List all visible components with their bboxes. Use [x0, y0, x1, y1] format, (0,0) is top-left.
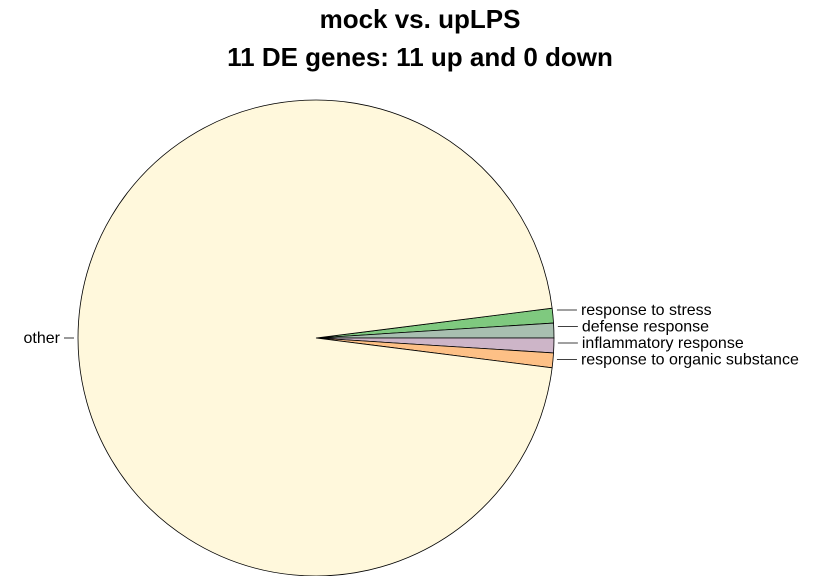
- pie-slices: [77, 99, 555, 576]
- pie-label-inflammatory-response: inflammatory response: [582, 335, 744, 352]
- chart-subtitle: 11 DE genes: 11 up and 0 down: [227, 42, 613, 72]
- pie-label-other: other: [24, 330, 61, 347]
- pie-label-response-to-organic-substance: response to organic substance: [581, 352, 799, 369]
- pie-label-defense-response: defense response: [582, 319, 709, 336]
- chart-title: mock vs. upLPS: [319, 4, 521, 34]
- pie-slice-other: [77, 99, 553, 576]
- pie-label-response-to-stress: response to stress: [581, 302, 712, 319]
